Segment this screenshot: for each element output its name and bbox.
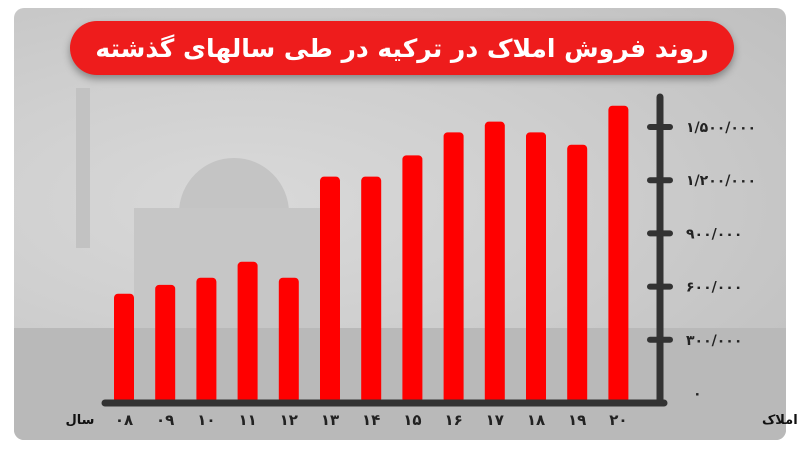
x-tick-label: ۱۱	[238, 411, 256, 429]
bar-11	[567, 144, 588, 403]
bar-4	[278, 277, 299, 403]
x-axis-title: سال	[66, 413, 95, 428]
x-tick-label: ۰۹	[156, 411, 174, 429]
y-tick-label: ۶۰۰/۰۰۰	[686, 280, 742, 296]
bar-5	[320, 176, 340, 403]
y-tick-label: ۰	[693, 386, 702, 402]
x-tick-label: ۱۸	[527, 411, 545, 429]
bar-7	[402, 155, 423, 403]
minaret-shape	[76, 88, 90, 248]
x-tick-label: ۲۰	[609, 411, 627, 429]
x-tick-label: ۱۴	[362, 411, 380, 429]
x-tick-label: ۰۸	[115, 411, 133, 429]
y-tick-label: ۹۰۰/۰۰۰	[686, 226, 742, 242]
x-tick-label: ۱۵	[403, 411, 421, 429]
x-tick-label: ۱۷	[486, 411, 504, 429]
chart-title: روند فروش املاک در ترکیه در طی سالهای گذ…	[70, 21, 734, 75]
bar-6	[361, 176, 382, 403]
bar-8	[443, 132, 464, 403]
y-tick-label: ۳۰۰/۰۰۰	[686, 333, 742, 349]
bar-3	[237, 261, 258, 403]
x-tick-label: ۱۳	[321, 411, 339, 429]
bar-0	[114, 293, 134, 403]
y-axis-title: تعداد املاک	[762, 413, 800, 428]
bar-12	[608, 105, 629, 403]
bar-10	[526, 132, 546, 403]
y-tick-label: ۱/۵۰۰/۰۰۰	[686, 120, 756, 136]
x-tick-label: ۱۲	[280, 411, 298, 429]
y-tick-label: ۱/۲۰۰/۰۰۰	[686, 173, 756, 189]
x-tick-label: ۱۹	[568, 411, 586, 429]
x-tick-label: ۱۶	[444, 411, 462, 429]
bar-2	[196, 277, 217, 403]
bar-9	[484, 121, 505, 404]
x-tick-label: ۱۰	[197, 411, 215, 429]
bar-1	[155, 284, 176, 403]
